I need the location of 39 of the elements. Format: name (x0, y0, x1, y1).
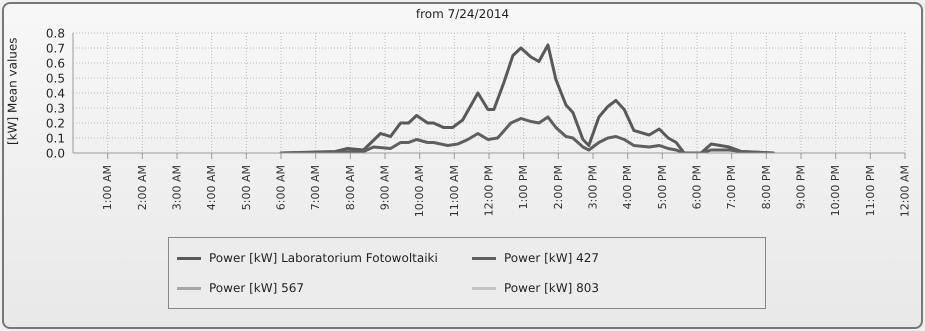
y-tick-label: 0.3 (46, 101, 65, 116)
x-tick-label: 6:00 AM (274, 165, 288, 210)
x-tick-label: 11:00 AM (448, 165, 461, 218)
x-tick-label: 4:00 AM (205, 165, 218, 210)
x-tick-label: 8:00 PM (760, 165, 773, 210)
x-tick-label: 9:00 PM (794, 165, 808, 210)
legend-label: Power [kW] 427 (503, 251, 600, 265)
legend-label: Power [kW] Laboratorium Fotowoltaiki (208, 251, 439, 265)
x-tick-label: 8:00 AM (344, 165, 357, 210)
y-tick-label: 0.2 (46, 116, 65, 130)
x-tick-label: 10:00 AM (413, 165, 426, 218)
x-tick-label: 4:00 PM (621, 165, 634, 210)
y-tick-label: 0.6 (46, 56, 65, 70)
y-tick-label: 0.5 (46, 71, 65, 86)
legend-label: Power [kW] 803 (503, 281, 600, 295)
x-tick-label: 3:00 AM (170, 165, 184, 210)
x-tick-label: 3:00 PM (586, 165, 600, 210)
chart-title: from 7/24/2014 (414, 7, 510, 21)
x-tick-label: 2:00 AM (136, 165, 149, 210)
x-tick-label: 5:00 PM (656, 165, 669, 210)
x-tick-label: 7:00 PM (725, 165, 738, 210)
y-tick-label: 0.0 (46, 146, 65, 160)
x-tick-label: 9:00 AM (378, 165, 392, 210)
x-tick-label: 5:00 AM (240, 165, 253, 210)
x-tick-label: 11:00 PM (864, 165, 877, 216)
x-tick-label: 2:00 PM (552, 165, 565, 210)
x-tick-label: 12:00 PM (482, 165, 496, 216)
y-tick-label: 0.1 (46, 131, 65, 146)
x-tick-label: 7:00 AM (309, 165, 322, 210)
y-tick-label: 0.8 (46, 26, 65, 40)
x-tick-label: 12:00 AM (898, 165, 912, 218)
x-tick-label: 6:00 PM (690, 165, 704, 210)
y-tick-label: 0.4 (46, 86, 65, 100)
x-tick-label: 1:00 PM (517, 165, 530, 210)
x-tick-label: 1:00 AM (101, 165, 114, 210)
y-tick-label: 0.7 (46, 41, 65, 56)
legend-label: Power [kW] 567 (208, 281, 305, 295)
y-axis-title: [kW] Mean values (5, 37, 20, 145)
x-tick-label: 10:00 PM (829, 165, 842, 216)
